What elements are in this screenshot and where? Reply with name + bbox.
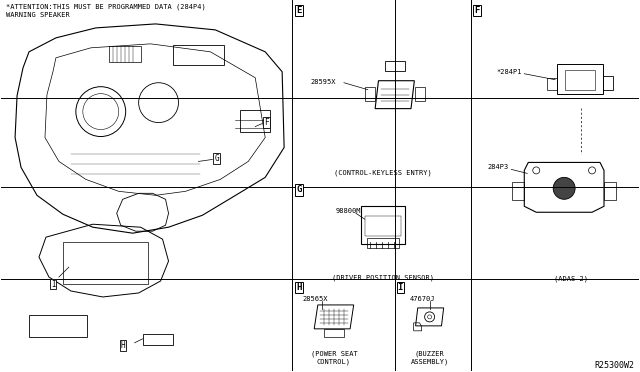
Text: H: H bbox=[121, 341, 125, 350]
Bar bbox=[29, 315, 87, 337]
Text: 28595X: 28595X bbox=[310, 79, 335, 85]
Bar bbox=[604, 182, 616, 200]
Bar bbox=[565, 70, 595, 90]
Text: R25300W2: R25300W2 bbox=[594, 361, 634, 370]
Bar bbox=[361, 206, 404, 244]
Text: I: I bbox=[51, 279, 56, 289]
Text: F: F bbox=[474, 6, 480, 15]
Text: G: G bbox=[296, 185, 301, 194]
Bar bbox=[385, 61, 404, 71]
Text: (POWER SEAT
CONTROL): (POWER SEAT CONTROL) bbox=[310, 351, 357, 365]
Text: F: F bbox=[264, 118, 269, 127]
Text: (BUZZER
ASSEMBLY): (BUZZER ASSEMBLY) bbox=[410, 351, 449, 365]
Bar bbox=[367, 238, 399, 248]
Text: 98800M: 98800M bbox=[336, 208, 362, 214]
Bar bbox=[109, 46, 141, 62]
Text: *ATTENTION:THIS MUST BE PROGRAMMED DATA (284P4)
WARNING SPEAKER: *ATTENTION:THIS MUST BE PROGRAMMED DATA … bbox=[6, 4, 206, 19]
Bar bbox=[513, 182, 524, 200]
Bar bbox=[173, 45, 225, 65]
Bar bbox=[240, 110, 270, 132]
Text: 28565X: 28565X bbox=[302, 296, 328, 302]
Bar bbox=[557, 64, 603, 94]
Text: (ADAS 2): (ADAS 2) bbox=[554, 275, 588, 282]
Bar bbox=[63, 242, 148, 284]
Bar bbox=[324, 329, 344, 337]
Text: 284P3: 284P3 bbox=[488, 164, 509, 170]
Text: I: I bbox=[397, 283, 403, 292]
Bar bbox=[415, 87, 424, 101]
Text: (DRIVER POSITION SENSOR): (DRIVER POSITION SENSOR) bbox=[332, 274, 434, 280]
Text: H: H bbox=[296, 283, 301, 292]
Circle shape bbox=[553, 177, 575, 199]
Bar bbox=[365, 216, 401, 236]
Text: G: G bbox=[214, 154, 219, 163]
Text: 47670J: 47670J bbox=[410, 296, 435, 302]
Bar bbox=[365, 87, 375, 101]
Text: *284P1: *284P1 bbox=[497, 69, 522, 75]
Text: (CONTROL-KEYLESS ENTRY): (CONTROL-KEYLESS ENTRY) bbox=[334, 169, 431, 176]
Text: E: E bbox=[296, 6, 301, 15]
